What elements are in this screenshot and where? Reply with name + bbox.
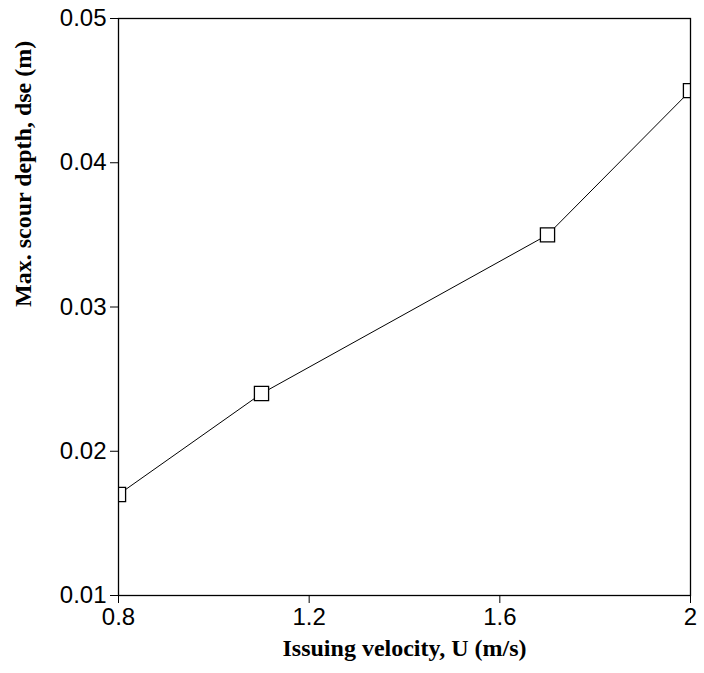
svg-text:0.04: 0.04 (60, 148, 107, 175)
svg-text:1.2: 1.2 (292, 603, 325, 630)
svg-text:Issuing velocity, U (m/s): Issuing velocity, U (m/s) (282, 635, 526, 661)
svg-text:1.6: 1.6 (483, 603, 516, 630)
svg-text:0.03: 0.03 (60, 293, 107, 320)
svg-text:2: 2 (684, 603, 697, 630)
svg-text:0.01: 0.01 (60, 581, 107, 608)
svg-text:0.02: 0.02 (60, 437, 107, 464)
svg-text:0.05: 0.05 (60, 4, 107, 31)
svg-text:Max. scour depth, dse (m): Max. scour depth, dse (m) (10, 41, 36, 307)
svg-text:0.8: 0.8 (102, 603, 135, 630)
